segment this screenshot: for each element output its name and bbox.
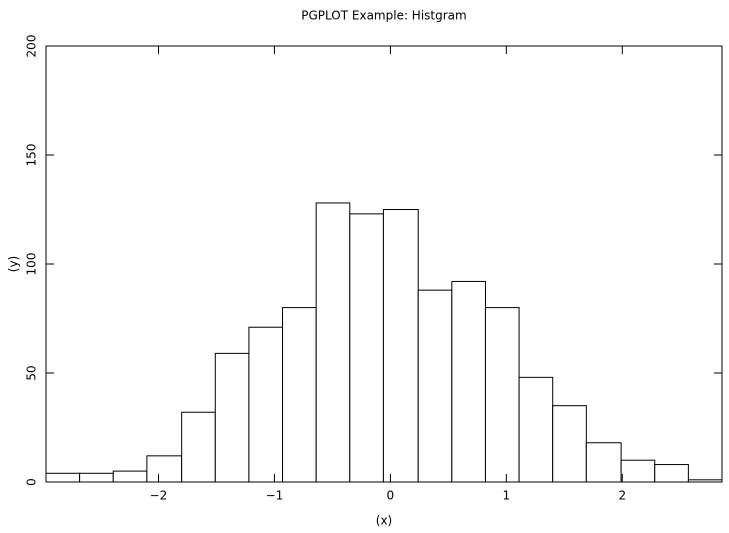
- y-tick-label: 50: [25, 365, 39, 380]
- bar: [112, 470, 148, 483]
- bar: [585, 442, 622, 483]
- bar: [282, 307, 317, 483]
- x-tick-label: 2: [618, 489, 626, 503]
- bar: [79, 472, 114, 483]
- y-tick-label: 100: [25, 253, 39, 276]
- bar: [484, 307, 520, 483]
- x-tick-label: 0: [387, 489, 395, 503]
- bar: [248, 326, 284, 483]
- bar: [620, 459, 656, 483]
- x-tick-label: −1: [266, 489, 284, 503]
- bar: [417, 289, 453, 483]
- bar: [382, 209, 419, 483]
- bar: [181, 411, 216, 483]
- bar: [451, 280, 486, 483]
- x-tick-label: −2: [150, 489, 168, 503]
- bar: [349, 213, 384, 483]
- bar: [45, 472, 81, 483]
- bar: [315, 202, 351, 483]
- bar: [214, 352, 250, 483]
- bar: [518, 376, 554, 483]
- x-axis-label: (x): [376, 514, 392, 528]
- y-tick-label: 0: [25, 478, 39, 486]
- chart-title: PGPLOT Example: Histgram: [301, 9, 466, 23]
- y-tick-label: 150: [25, 144, 39, 167]
- bar: [654, 464, 689, 483]
- y-tick-label: 200: [25, 35, 39, 58]
- bar: [146, 455, 183, 483]
- x-tick-label: 1: [503, 489, 511, 503]
- bar: [552, 405, 587, 483]
- y-axis-label: (y): [7, 256, 21, 272]
